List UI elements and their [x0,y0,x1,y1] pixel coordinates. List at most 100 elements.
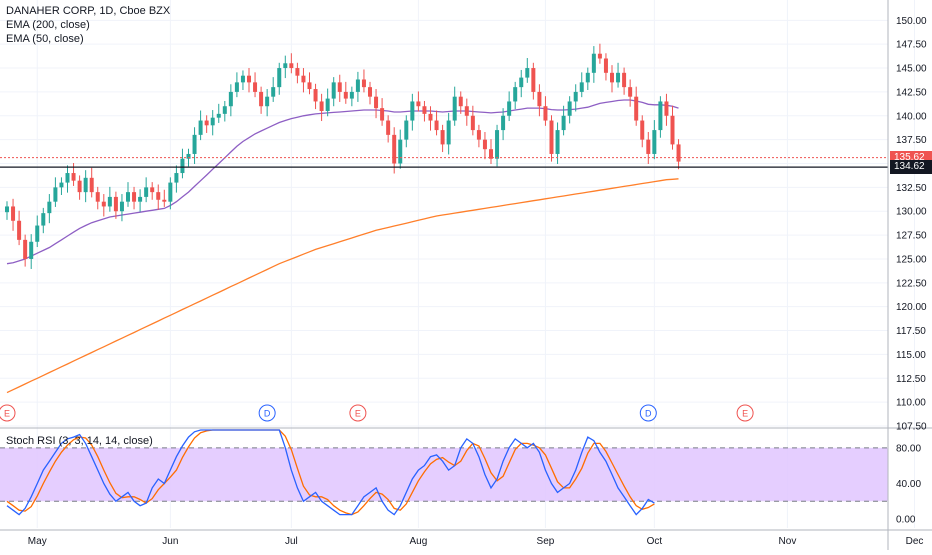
event-label: E [4,409,10,419]
price-tick-label: 130.00 [896,207,927,218]
candle [29,234,34,269]
candle-body [513,87,518,102]
candle-body [253,82,258,92]
candle-body [313,89,318,102]
price-tick-label: 137.50 [896,135,927,146]
price-tick-label: 107.50 [896,422,927,433]
event-circle [639,404,657,422]
candle-body [561,115,566,131]
price-tick-label: 122.50 [896,278,927,289]
candle [11,198,16,231]
candle [331,77,336,107]
price-tick-label: 112.50 [896,374,926,385]
candle [271,77,276,102]
candle [156,184,161,210]
candle-body [186,153,191,159]
candle-body [47,201,52,214]
candle-body [95,192,100,202]
candle-body [591,53,596,73]
legend-title: DANAHER CORP, 1D, Cboe BZX [6,5,171,17]
candle-body [144,187,149,197]
candle [361,69,366,93]
candle-body [610,72,614,83]
candle [507,91,512,122]
candle [470,105,475,136]
time-tick-label: Oct [647,536,663,547]
stoch-rsi-lines [6,429,655,516]
candle [319,93,324,122]
candle [234,72,239,98]
candle [5,201,9,220]
price-tick-label: 140.00 [896,111,927,122]
candle [240,70,245,90]
candle [489,139,493,164]
candle-body [422,106,427,114]
candle [59,177,64,195]
event-label: D [264,409,271,419]
candle [380,98,385,126]
candle [113,191,118,219]
candle-body [247,75,251,83]
candle [555,122,560,164]
candle [162,189,167,207]
candle-body [543,106,548,121]
candle-body [579,82,584,92]
candle [35,215,40,248]
candle [228,84,233,117]
candle [428,106,433,131]
candle-body [107,196,112,207]
time-tick-label: May [28,536,47,547]
candle [41,207,46,234]
stoch-tick-label: 0.00 [896,515,916,526]
candle [216,103,221,123]
candle [404,115,409,148]
stoch-d-line [6,429,655,516]
candle-body [325,98,330,111]
candle [107,186,112,212]
candle [144,177,149,203]
candle [71,163,76,186]
candle-body [65,173,70,183]
candle-body [113,196,118,212]
candle [265,89,270,117]
candle-body [192,134,197,154]
candle [277,62,282,95]
candle [658,96,663,138]
event-circle [736,404,754,422]
candle-body [59,182,64,188]
earnings-marker: E [349,404,367,422]
price-tick-label: 142.50 [896,87,927,98]
candle [616,62,621,88]
candle [597,43,602,64]
candle [610,65,614,93]
candle [65,165,70,193]
candle-body [361,79,366,88]
candle-body [549,120,554,154]
candle [368,81,372,105]
candle [349,86,354,107]
candle [283,55,288,79]
candle [337,74,342,102]
candle-body [198,120,203,135]
dividend-marker: D [258,404,276,422]
candle-body [23,239,28,259]
candle-body [11,206,16,221]
candle [519,69,524,98]
dividend-marker: D [639,404,657,422]
candle-body [646,139,651,154]
candle-body [5,206,9,213]
candle [204,115,209,133]
earnings-marker: E [0,404,16,422]
candle [676,139,681,170]
candle-body [392,134,397,164]
candle-body [470,115,475,131]
candle-body [446,120,451,145]
candle [386,115,391,143]
candle [440,124,445,153]
candle [253,72,258,98]
price-tick-label: 132.50 [896,183,927,194]
candle-body [555,130,560,154]
